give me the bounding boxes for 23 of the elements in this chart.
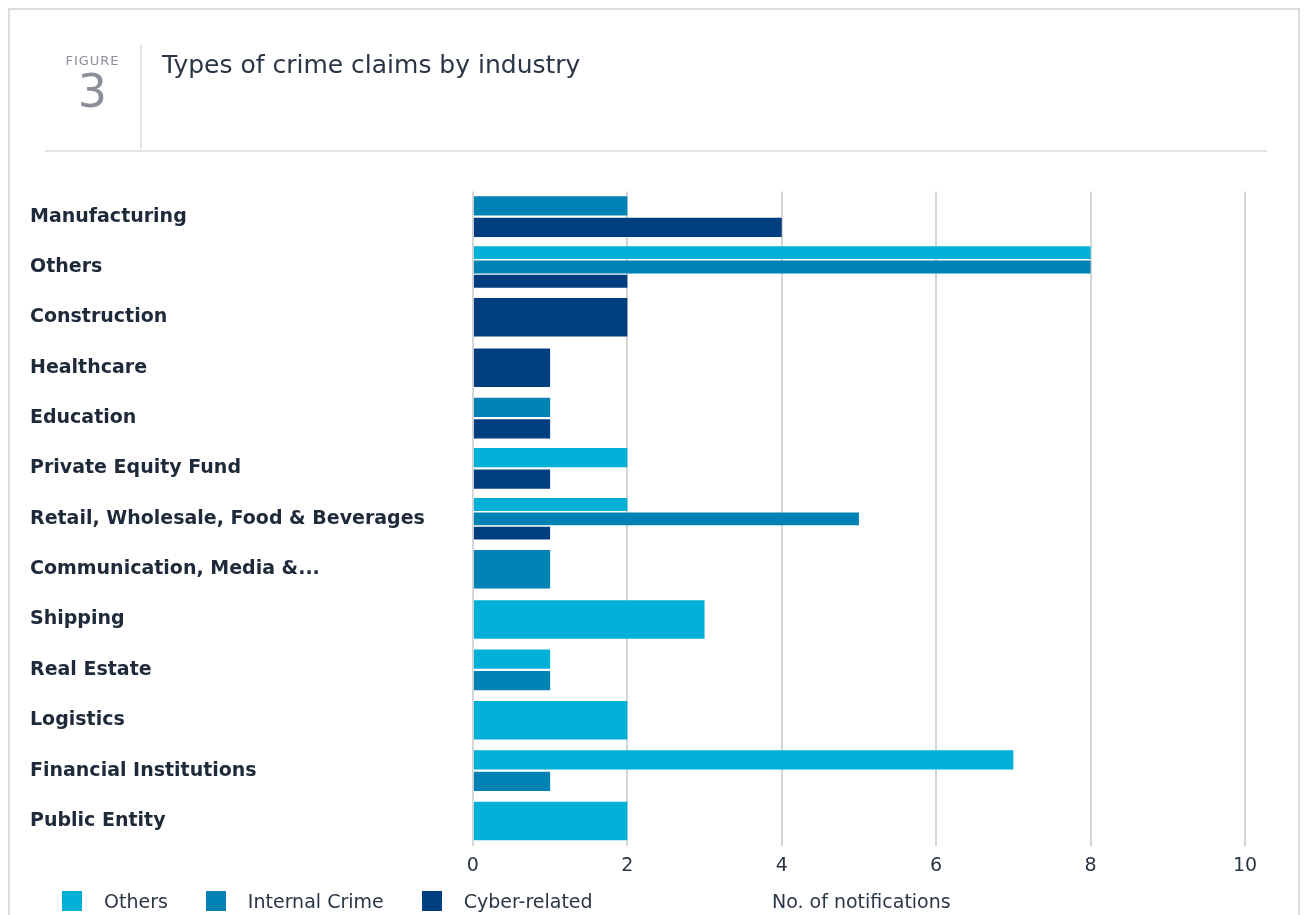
x-axis-title: No. of notifications xyxy=(772,890,951,912)
x-tick-label: 0 xyxy=(466,852,479,875)
y-tick-label: Shipping xyxy=(30,606,125,629)
y-tick-label: Manufacturing xyxy=(30,203,187,226)
y-tick-label: Financial Institutions xyxy=(30,757,257,780)
x-tick-label: 6 xyxy=(930,852,943,875)
y-tick-label: Logistics xyxy=(30,707,125,730)
chart-title: Types of crime claims by industry xyxy=(162,50,581,79)
y-tick-label: Education xyxy=(30,405,137,427)
y-tick-label: Construction xyxy=(30,304,168,327)
x-tick-label: 4 xyxy=(775,852,788,875)
legend-label: Cyber-related xyxy=(463,890,593,912)
legend-label: Internal Crime xyxy=(247,890,384,912)
y-tick-label: Communication, Media &... xyxy=(30,556,320,579)
y-tick-label: Real Estate xyxy=(30,656,152,679)
y-tick-label: Others xyxy=(30,253,103,276)
x-tick-label: 8 xyxy=(1084,852,1097,875)
x-tick-label: 2 xyxy=(621,852,634,875)
y-tick-label: Public Entity xyxy=(30,807,167,830)
y-tick-label: Retail, Wholesale, Food & Beverages xyxy=(30,505,425,528)
y-tick-label: Private Equity Fund xyxy=(30,455,241,478)
x-tick-label: 10 xyxy=(1232,852,1258,875)
y-tick-label: Healthcare xyxy=(30,354,148,377)
